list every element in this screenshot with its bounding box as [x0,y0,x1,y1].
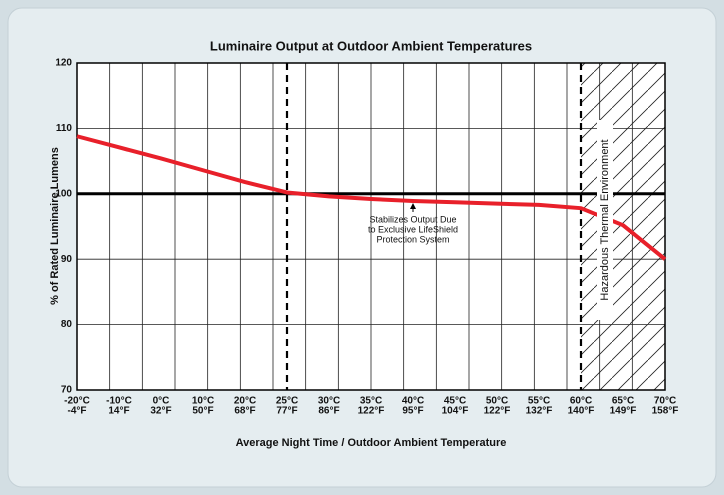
x-tick-label: -10°C [106,396,132,407]
annotation: Protection System [376,234,449,244]
x-tick-label: 10°C [192,396,214,407]
x-tick-label: 70°C [654,396,676,407]
x-tick-label: 40°C [402,396,424,407]
x-tick-label: 32°F [150,406,171,417]
x-tick-label: 20°C [234,396,256,407]
y-tick-label: 110 [56,123,73,134]
x-tick-label: -20°C [64,396,90,407]
x-tick-label: 149°F [610,406,637,417]
x-tick-label: 14°F [108,406,129,417]
x-axis-label: Average Night Time / Outdoor Ambient Tem… [236,437,507,449]
x-tick-label: 158°F [652,406,679,417]
annotation-bg [597,120,613,320]
plot-border [76,62,666,391]
y-tick-label: 80 [61,319,73,330]
annotation: to Exclusive LifeShield [368,224,458,234]
x-tick-label: 104°F [442,406,469,417]
x-tick-label: 122°F [484,406,511,417]
x-tick-label: 95°F [402,406,423,417]
x-tick-label: 45°C [444,396,466,407]
series-line [76,134,667,261]
x-tick-label: 50°F [192,406,213,417]
annotation: Hazardous Thermal Environment [599,139,611,300]
x-tick-label: 77°F [276,406,297,417]
x-tick-label: 55°C [528,396,550,407]
x-tick-label: 30°C [318,396,340,407]
x-tick-label: 65°C [612,396,634,407]
x-tick-label: 140°F [568,406,595,417]
x-tick-label: 122°F [358,406,385,417]
x-tick-label: -4°F [68,406,87,417]
annotation: Stabilizes Output Due [369,214,456,224]
x-tick-label: 132°F [526,406,553,417]
x-tick-label: 35°C [360,396,382,407]
x-tick-label: 60°C [570,396,592,407]
annotation-arrowhead [410,202,416,209]
chart-title: Luminaire Output at Outdoor Ambient Temp… [210,38,532,53]
y-tick-label: 90 [61,254,73,265]
x-tick-label: 50°C [486,396,508,407]
x-tick-label: 25°C [276,396,298,407]
x-tick-label: 86°F [318,406,339,417]
x-tick-label: 68°F [234,406,255,417]
y-axis-label: % of Rated Luminaire Lumens [49,147,61,305]
y-tick-label: 120 [55,58,72,69]
x-tick-label: 0°C [153,396,170,407]
y-tick-label: 70 [61,385,73,396]
y-tick-label: 100 [55,188,72,199]
